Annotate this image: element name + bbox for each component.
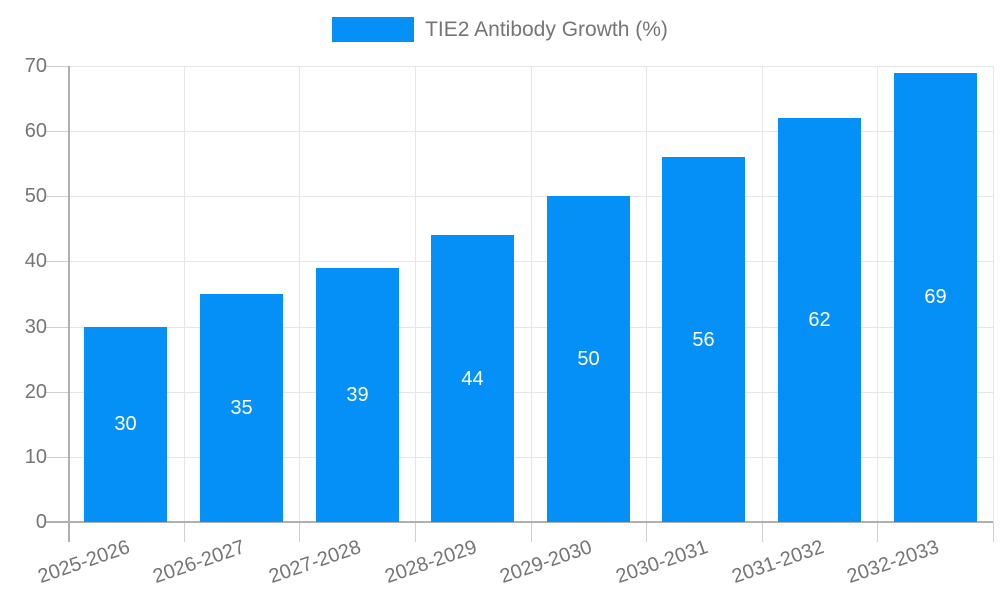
x-tick-label: 2030-2031 [613, 536, 712, 588]
gridline-h [68, 261, 993, 262]
gridline-h [68, 131, 993, 132]
gridline-h [68, 196, 993, 197]
gridline-v [762, 66, 763, 522]
bar-value-label: 50 [577, 348, 600, 370]
bar[interactable] [547, 196, 630, 522]
gridline-v [877, 66, 878, 522]
bar-value-label: 39 [346, 384, 369, 406]
gridline-v [531, 66, 532, 522]
y-tick-label: 30 [24, 316, 47, 338]
y-tick-label: 0 [35, 511, 47, 533]
y-tick-label: 40 [24, 250, 47, 272]
bar-value-label: 56 [692, 329, 715, 351]
bar[interactable] [316, 268, 399, 522]
gridline-v [993, 66, 994, 522]
y-tick [46, 66, 68, 67]
x-tick-label: 2029-2030 [497, 536, 596, 588]
bar[interactable] [84, 327, 167, 522]
x-tick [299, 522, 300, 542]
bar-value-label: 35 [230, 397, 253, 419]
x-tick-label: 2028-2029 [382, 536, 481, 588]
x-tick [415, 522, 416, 542]
x-tick-label: 2025-2026 [35, 536, 134, 588]
bar-value-label: 30 [114, 413, 137, 435]
bar-value-label: 44 [461, 368, 484, 390]
bar[interactable] [894, 73, 977, 522]
bar[interactable] [431, 235, 514, 522]
gridline-h [68, 457, 993, 458]
x-tick [184, 522, 185, 542]
x-tick [762, 522, 763, 542]
gridline-v [184, 66, 185, 522]
bar-value-label: 62 [808, 309, 831, 331]
gridline-v [299, 66, 300, 522]
y-tick-label: 10 [24, 446, 47, 468]
x-tick [531, 522, 532, 542]
legend-label: TIE2 Antibody Growth (%) [425, 17, 668, 41]
bar[interactable] [662, 157, 745, 522]
x-tick-label: 2031-2032 [729, 536, 828, 588]
y-axis-line [68, 66, 70, 542]
y-tick [46, 457, 68, 458]
bar[interactable] [778, 118, 861, 522]
x-tick [646, 522, 647, 542]
gridline-h [68, 327, 993, 328]
y-tick [46, 392, 68, 393]
x-tick [993, 522, 994, 542]
legend-swatch [332, 17, 415, 42]
y-tick [46, 131, 68, 132]
x-tick [877, 522, 878, 542]
chart-legend[interactable]: TIE2 Antibody Growth (%) [0, 17, 1000, 42]
gridline-h [68, 392, 993, 393]
bar-value-label: 69 [924, 286, 947, 308]
bar[interactable] [200, 294, 283, 522]
y-tick [46, 196, 68, 197]
x-tick-label: 2032-2033 [844, 536, 943, 588]
y-tick-label: 70 [24, 55, 47, 77]
y-tick [46, 327, 68, 328]
x-tick-label: 2027-2028 [266, 536, 365, 588]
y-tick-label: 50 [24, 185, 47, 207]
gridline-v [646, 66, 647, 522]
y-tick-label: 60 [24, 120, 47, 142]
y-tick-label: 20 [24, 381, 47, 403]
x-tick-label: 2026-2027 [150, 536, 249, 588]
gridline-v [415, 66, 416, 522]
gridline-h [68, 66, 993, 67]
y-tick [46, 261, 68, 262]
x-axis-line [46, 521, 993, 523]
